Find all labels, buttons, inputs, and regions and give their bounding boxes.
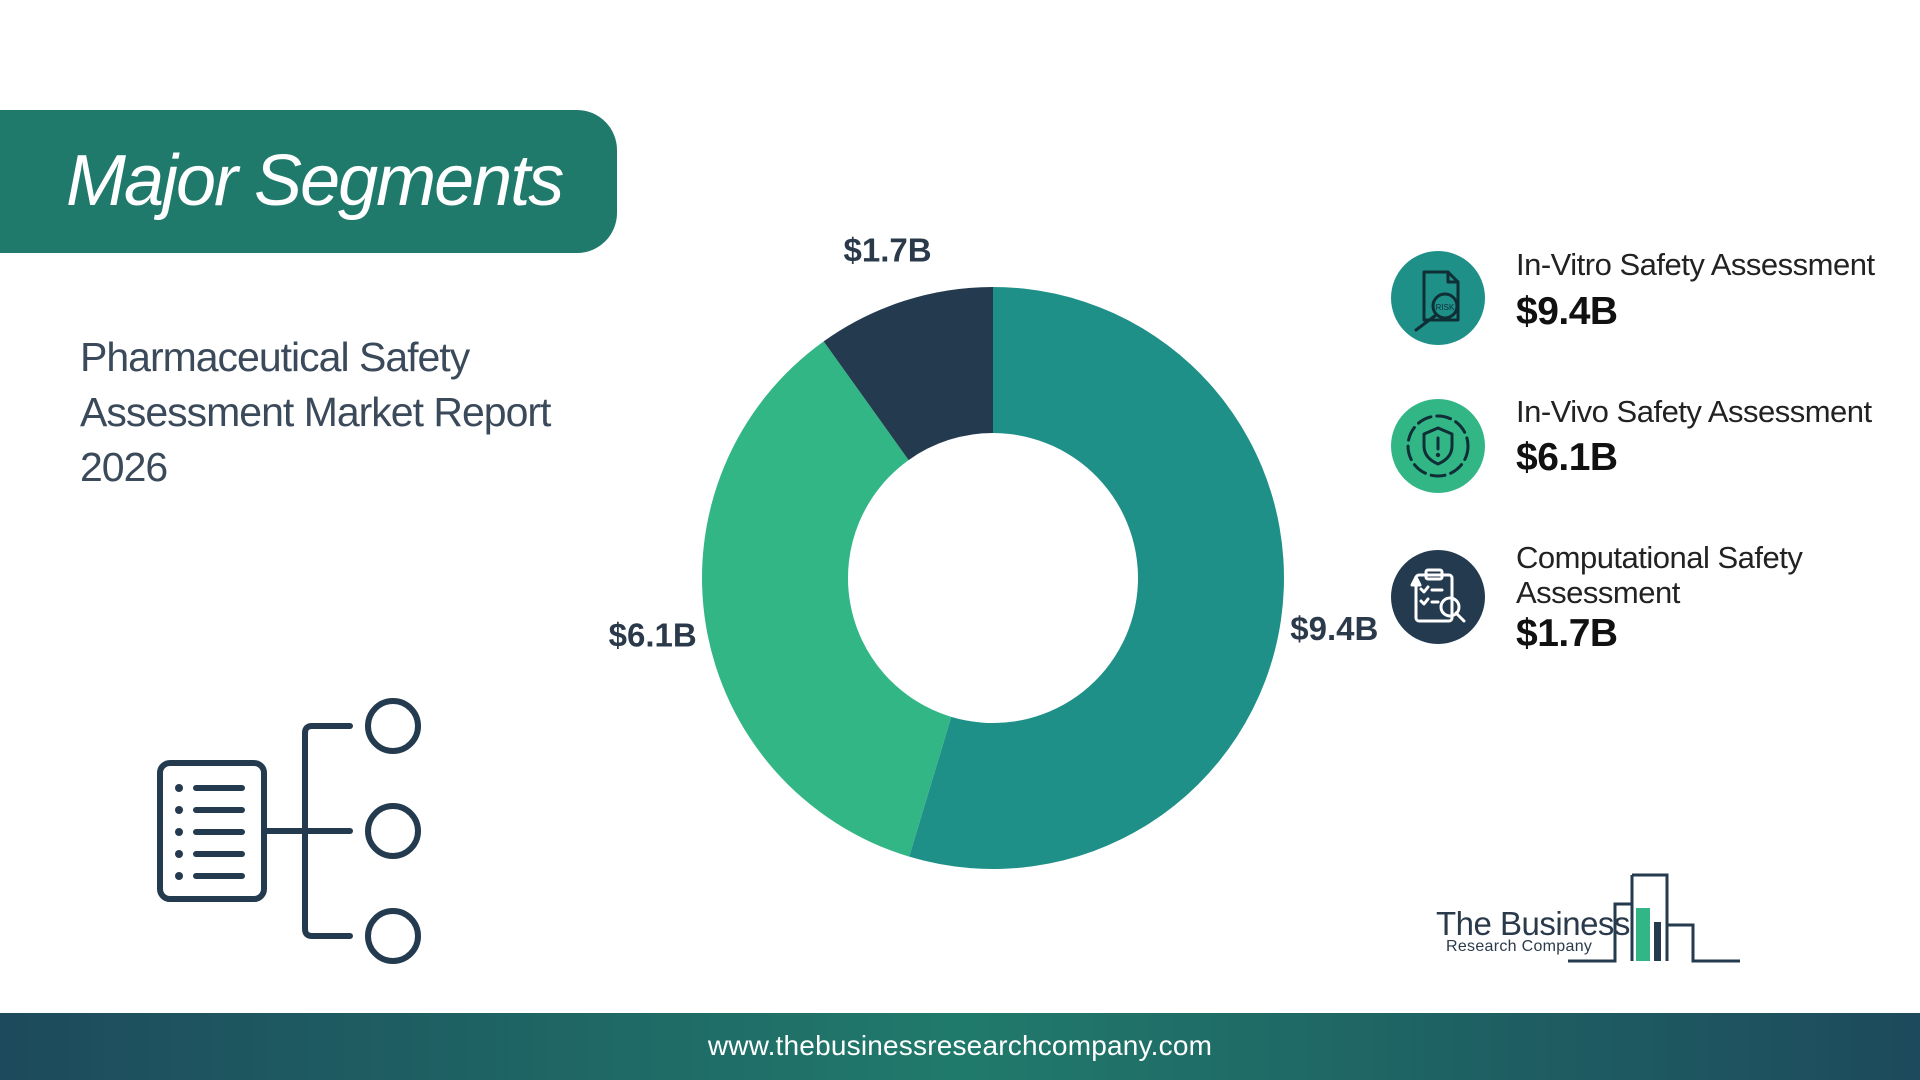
company-logo-icon — [1568, 873, 1740, 963]
donut-slice — [909, 287, 1284, 869]
legend-value: $9.4B — [1516, 290, 1618, 333]
shield-alert-icon — [1391, 399, 1485, 493]
donut-data-label: $6.1B — [609, 616, 697, 653]
legend-label: Computational Safety Assessment — [1516, 540, 1803, 610]
donut-slice — [823, 287, 993, 461]
clipboard-search-icon — [1391, 550, 1485, 644]
footer-url-link[interactable]: www.thebusinessresearchcompany.com — [707, 1030, 1213, 1061]
donut-chart: $9.4B $6.1B $1.7B — [609, 231, 1378, 869]
segment-tree-icon — [157, 698, 421, 964]
report-title-line-2: Assessment Market Report — [80, 389, 551, 435]
legend-label: In-Vivo Safety Assessment — [1516, 394, 1872, 429]
brand-subname: Research Company — [1446, 938, 1593, 955]
risk-magnifier-icon: RISK — [1391, 251, 1485, 345]
legend-value: $1.7B — [1516, 612, 1618, 655]
report-title-line-3: 2026 — [80, 444, 168, 490]
donut-data-label: $9.4B — [1290, 610, 1378, 647]
header-banner: Major Segments — [0, 110, 617, 253]
brand-name: The Business — [1436, 905, 1630, 942]
footer-bar: www.thebusinessresearchcompany.com — [0, 1013, 1920, 1080]
report-title: Pharmaceutical Safety Assessment Market … — [80, 330, 600, 495]
report-title-line-1: Pharmaceutical Safety — [80, 334, 470, 380]
donut-slice — [702, 341, 952, 857]
svg-text:RISK: RISK — [1436, 303, 1455, 312]
donut-data-label: $1.7B — [844, 231, 932, 268]
page-title: Major Segments — [66, 141, 564, 221]
legend-value: $6.1B — [1516, 436, 1618, 479]
legend-label: In-Vitro Safety Assessment — [1516, 247, 1875, 282]
